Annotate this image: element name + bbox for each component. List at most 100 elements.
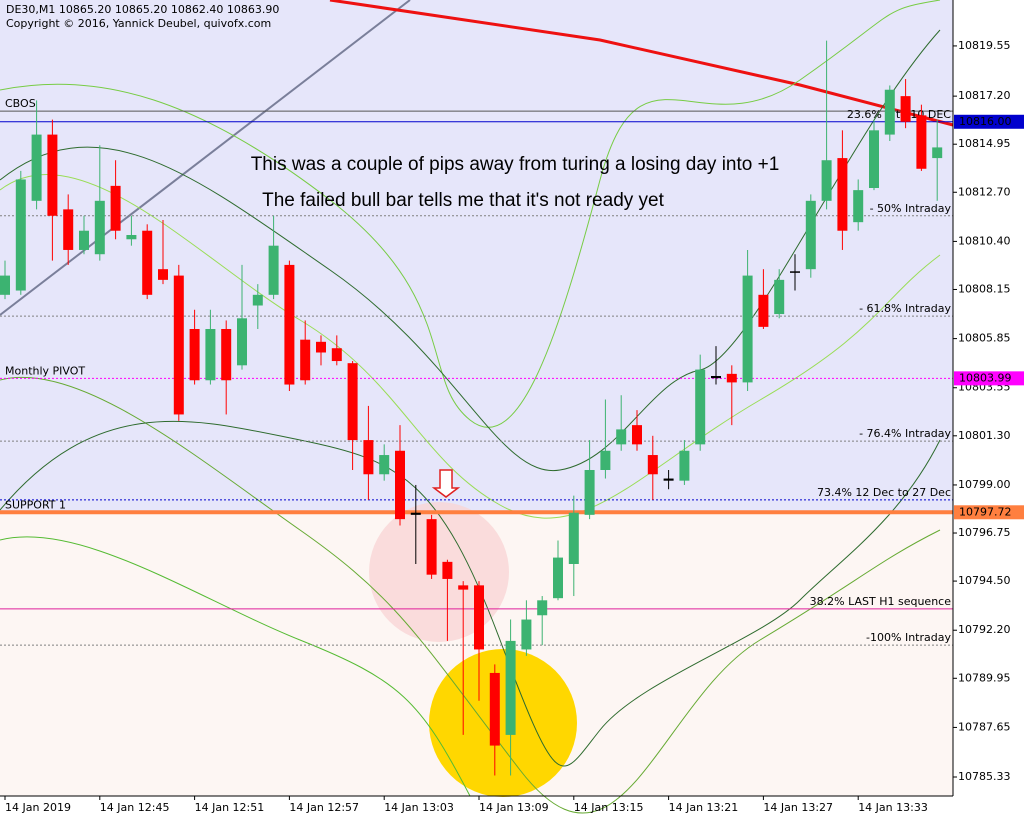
candle-body — [805, 200, 816, 270]
level-label: Monthly PIVOT — [5, 364, 85, 377]
band-line — [0, 536, 471, 797]
candle-body — [853, 190, 864, 223]
y-tick-label: 10814.95 — [958, 137, 1011, 150]
candle-body — [158, 269, 168, 280]
highlight-circle — [429, 649, 577, 797]
x-tick-label: 14 Jan 13:27 — [763, 801, 833, 814]
candle-body — [379, 455, 390, 475]
candle-body — [489, 672, 500, 746]
level-label: - 61.8% Intraday — [859, 302, 951, 315]
candle-body — [47, 134, 58, 216]
price-mark-label: 10797.72 — [959, 505, 1012, 518]
candle-body — [616, 429, 627, 445]
candle-body — [205, 328, 216, 381]
x-tick-label: 14 Jan 2019 — [5, 801, 71, 814]
candle-body — [63, 209, 74, 250]
candle-body — [363, 440, 374, 475]
candle-body — [537, 600, 548, 616]
candle-body — [410, 512, 421, 515]
annotation: The failed bull bar tells me that it's n… — [262, 190, 664, 211]
level-label: -100% Intraday — [866, 631, 951, 644]
y-tick-label: 10810.40 — [958, 234, 1011, 247]
candle-body — [442, 561, 453, 579]
candle-body — [31, 134, 42, 201]
moving-average — [329, 0, 954, 127]
candle-body — [632, 425, 642, 445]
x-tick-label: 14 Jan 12:45 — [100, 801, 170, 814]
x-tick-label: 14 Jan 13:33 — [858, 801, 928, 814]
candle-body — [568, 512, 579, 564]
level-label: 38.2% LAST H1 sequence — [810, 595, 952, 608]
candle-body — [331, 348, 342, 362]
band-line — [0, 0, 941, 428]
level-label: 23.6% 3 to 10 DEC — [847, 108, 951, 121]
price-mark-box — [954, 505, 1024, 520]
price-mark-box — [954, 114, 1024, 129]
candle-body — [790, 271, 800, 273]
y-tick-label: 10812.70 — [958, 185, 1011, 198]
candle-body — [221, 328, 232, 381]
candle-body — [774, 279, 785, 315]
candle-body — [300, 339, 311, 381]
y-tick-label: 10801.30 — [958, 429, 1011, 442]
y-tick-label: 10805.85 — [958, 332, 1011, 345]
candle-body — [584, 469, 595, 515]
candle-body — [347, 363, 358, 441]
levels: CBOS 23.6% 3 to 10 DEC - 50% Intraday - 61.… — [0, 97, 953, 646]
candle-body — [0, 275, 10, 295]
candle-body — [458, 585, 469, 590]
candle-body — [521, 619, 532, 650]
candle-body — [110, 185, 121, 231]
candle-body — [237, 318, 247, 366]
candle-body — [916, 115, 927, 169]
y-tick-label: 10817.20 — [958, 89, 1011, 102]
candle-body — [284, 264, 295, 385]
candle-body — [126, 234, 137, 240]
candle-body — [79, 230, 89, 250]
candle-body — [711, 375, 721, 379]
y-tick-label: 10799.00 — [958, 478, 1011, 491]
candle-body — [726, 373, 737, 383]
band-line — [0, 174, 941, 519]
candle-body — [647, 455, 658, 475]
candle-body — [679, 450, 690, 481]
candle-body — [395, 450, 405, 520]
level-label: - 50% Intraday — [870, 202, 952, 215]
x-tick-label: 14 Jan 13:21 — [669, 801, 739, 814]
candle-body — [821, 160, 832, 201]
level-label: CBOS — [5, 97, 36, 110]
x-tick-label: 14 Jan 13:15 — [574, 801, 644, 814]
candle-body — [94, 200, 105, 255]
candle-body — [15, 179, 26, 291]
candle-body — [600, 450, 611, 470]
candle-body — [884, 89, 895, 135]
candles — [0, 40, 943, 776]
y-tick-label: 10794.50 — [958, 574, 1011, 587]
y-tick-label: 10789.95 — [958, 671, 1011, 684]
candle-body — [663, 478, 674, 481]
x-tick-label: 14 Jan 13:03 — [384, 801, 454, 814]
upper-zone — [0, 0, 953, 513]
candle-body — [758, 294, 769, 327]
band-line — [0, 420, 941, 767]
down-arrow — [431, 469, 461, 498]
x-tick-label: 14 Jan 13:09 — [479, 801, 549, 814]
y-tick-label: 10796.75 — [958, 526, 1011, 539]
candle-body — [837, 158, 848, 231]
candle-body — [505, 640, 516, 735]
y-tick-label: 10787.65 — [958, 720, 1011, 733]
highlight-circle — [369, 502, 509, 642]
candle-body — [189, 328, 200, 381]
candle-body — [474, 585, 484, 650]
chart-subtitle: Copyright © 2016, Yannick Deubel, quivof… — [6, 17, 271, 30]
chart-title: DE30,M1 10865.20 10865.20 10862.40 10863… — [6, 3, 279, 16]
candle-body — [932, 147, 943, 159]
level-label: SUPPORT 1 — [5, 498, 66, 511]
candle-body — [142, 230, 153, 295]
candle-body — [426, 519, 437, 575]
y-tick-label: 10819.55 — [958, 39, 1011, 52]
candle-body — [869, 130, 879, 188]
candle-body — [742, 275, 753, 383]
candle-body — [316, 341, 326, 353]
